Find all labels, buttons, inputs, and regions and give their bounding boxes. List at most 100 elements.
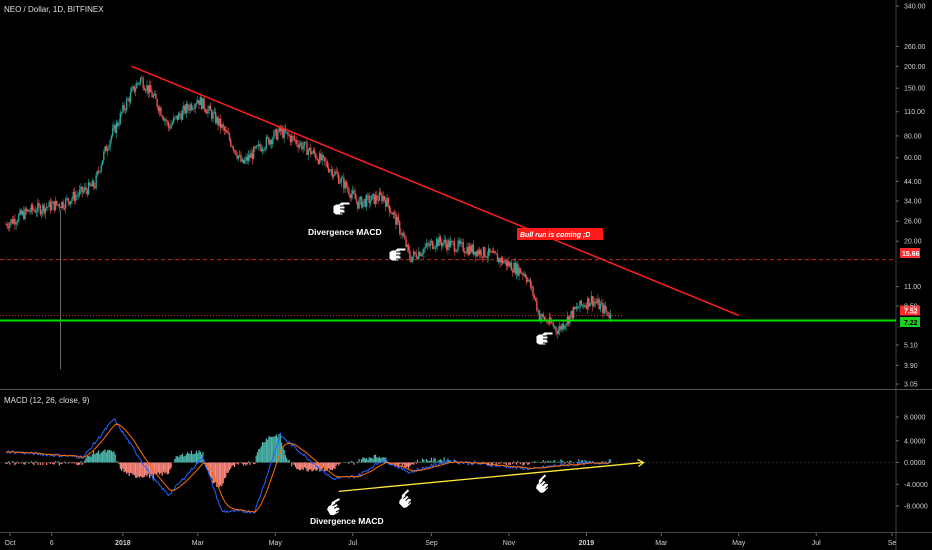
candle-down <box>251 152 254 160</box>
macd-hist-bar-up <box>350 461 353 463</box>
candle-down <box>294 139 297 141</box>
price-tick-label: 26.00 <box>904 219 922 226</box>
price-tick-label: 3.05 <box>904 382 918 389</box>
candle-up <box>421 253 424 255</box>
macd-hist-bar-down <box>145 462 147 475</box>
candle-up <box>174 117 176 119</box>
macd-hist-bar-up <box>349 461 351 463</box>
macd-hist-bar-up <box>112 451 114 463</box>
macd-hist-bar-up <box>585 460 587 463</box>
macd-hist-bar-up <box>99 454 101 463</box>
candle-up <box>520 273 523 274</box>
macd-hist-bar-up <box>247 461 250 463</box>
candle-down <box>20 210 22 215</box>
candle-down <box>81 186 83 193</box>
time-tick-label: Jul <box>812 540 821 547</box>
macd-hist-bar-down <box>308 462 311 470</box>
candle-down <box>326 162 329 168</box>
candle-down <box>496 254 499 262</box>
macd-hist-bar-down <box>81 462 83 465</box>
macd-hist-bar-up <box>362 457 364 463</box>
candle-down <box>522 273 524 276</box>
macd-hist-bar-down <box>131 462 133 474</box>
price-tick-label: 44.00 <box>904 179 922 186</box>
macd-hist-bar-down <box>499 462 501 464</box>
candle-down <box>228 133 231 140</box>
candle-down <box>92 180 95 187</box>
macd-hist-bar-down <box>120 462 123 471</box>
macd-hist-bar-down <box>123 462 125 473</box>
candle-down <box>357 201 359 209</box>
macd-hist-bar-down <box>402 462 405 465</box>
candle-up <box>572 306 575 319</box>
macd-hist-bar-up <box>263 442 265 463</box>
macd-hist-bar-up <box>100 452 102 463</box>
macd-hist-bar-up <box>117 461 119 463</box>
candle-down <box>313 150 316 155</box>
candle-down <box>31 204 34 210</box>
macd-hist-bar-up <box>188 453 190 463</box>
bull-run-box <box>517 228 603 240</box>
candle-up <box>199 97 202 105</box>
candle-up <box>24 208 26 220</box>
macd-hist-bar-down <box>519 462 521 465</box>
candle-down <box>416 257 419 259</box>
macd-hist-bar-down <box>540 462 542 464</box>
candle-up <box>18 214 20 222</box>
macd-hist-bar-down <box>37 462 39 465</box>
macd-hist-bar-down <box>489 462 491 464</box>
macd-hist-bar-up <box>280 442 283 463</box>
candle-up <box>468 245 471 255</box>
macd-hist-bar-down <box>142 462 144 478</box>
candle-down <box>279 127 282 132</box>
candle-up <box>539 317 542 321</box>
candle-down <box>475 251 477 257</box>
candle-down <box>345 181 348 188</box>
candle-up <box>216 117 218 123</box>
candle-down <box>444 239 447 244</box>
candle-up <box>104 146 106 152</box>
candle-down <box>89 182 91 186</box>
candle-down <box>67 198 69 202</box>
macd-hist-bar-up <box>367 459 369 463</box>
candle-up <box>122 105 124 113</box>
candle-down <box>186 103 189 109</box>
macd-hist-bar-up <box>382 457 384 463</box>
macd-hist-bar-up <box>559 461 561 463</box>
pointing-hand-icon <box>532 473 555 496</box>
candle-down <box>405 238 407 248</box>
candle-up <box>438 236 440 247</box>
candle-up <box>456 249 458 252</box>
candle-up <box>84 187 86 191</box>
candle-down <box>517 263 519 276</box>
macd-hist-bar-down <box>235 462 237 464</box>
candle-up <box>433 248 435 250</box>
macd-hist-bar-down <box>504 462 506 464</box>
macd-hist-bar-up <box>194 453 196 463</box>
candle-down <box>519 268 522 274</box>
candle-down <box>90 185 92 187</box>
macd-hist-bar-up <box>434 458 436 463</box>
candle-up <box>87 182 90 195</box>
candle-down <box>335 171 337 174</box>
candle-down <box>123 105 125 110</box>
candle-down <box>190 104 193 110</box>
macd-hist-bar-up <box>176 456 179 463</box>
candle-up <box>274 129 276 132</box>
macd-hist-bar-up <box>421 458 424 463</box>
candle-up <box>285 132 288 133</box>
macd-hist-bar-up <box>70 461 72 463</box>
candle-up <box>473 251 476 255</box>
candle-down <box>461 241 463 243</box>
candle-down <box>193 108 195 110</box>
current-price-tag-bg <box>900 305 920 316</box>
candle-down <box>270 140 273 145</box>
price-tick-label: 110.00 <box>904 109 925 116</box>
candle-up <box>358 199 360 209</box>
candle-down <box>184 105 186 114</box>
candle-down <box>395 213 397 225</box>
macd-hist-bar-up <box>110 450 113 463</box>
candle-down <box>7 226 10 228</box>
candle-up <box>237 155 240 159</box>
macd-hist-bar-down <box>315 462 317 471</box>
